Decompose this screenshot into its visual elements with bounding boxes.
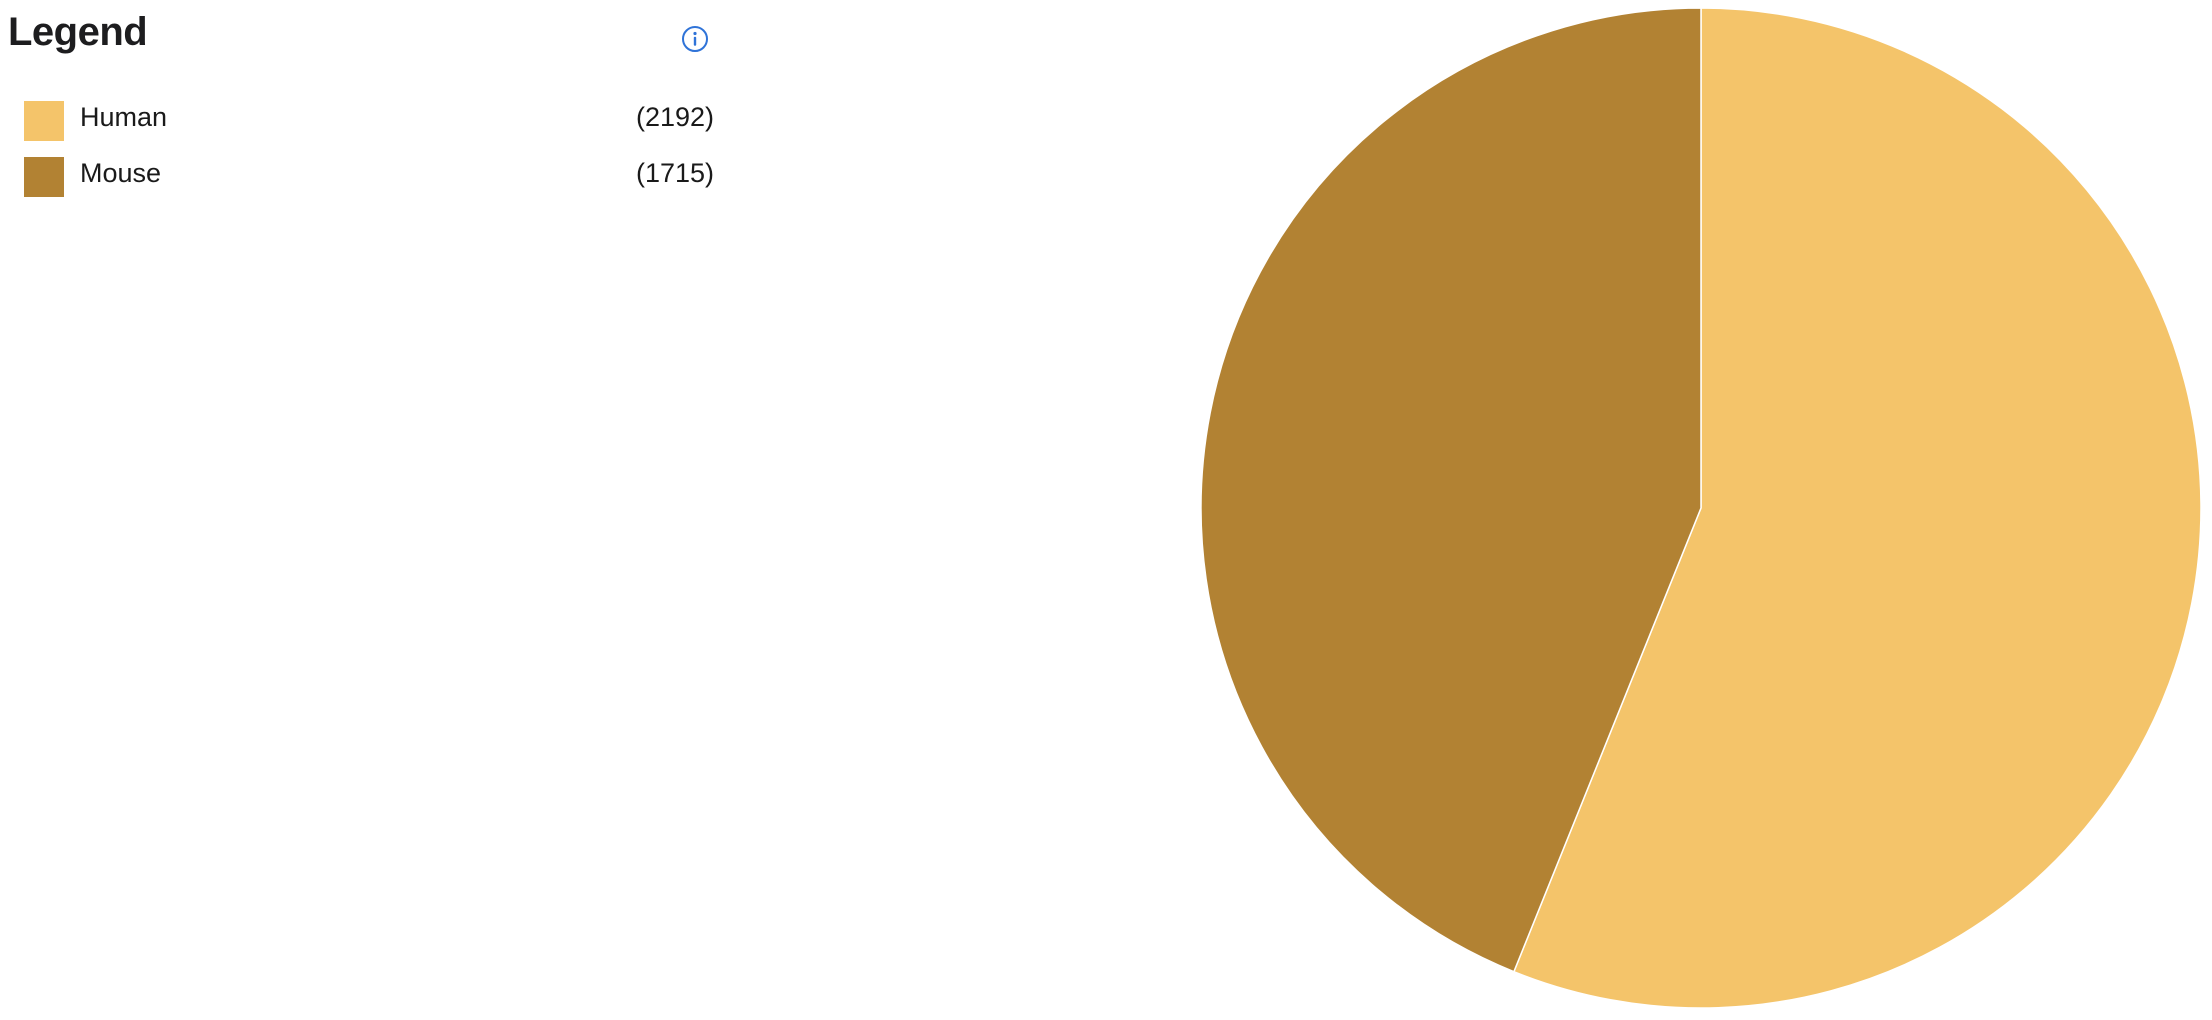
legend-swatch-human xyxy=(24,101,64,141)
legend-item-human[interactable]: Human (2192) xyxy=(8,94,714,150)
pie-chart xyxy=(1190,0,2212,1020)
legend-label-mouse: Mouse xyxy=(80,158,162,188)
pie-slice-mouse[interactable] xyxy=(1200,7,1702,973)
legend-count-mouse: (1715) xyxy=(635,158,714,188)
legend-header: Legend xyxy=(8,6,714,66)
pie-slice-human[interactable] xyxy=(1512,7,2202,1009)
info-circle-icon[interactable] xyxy=(680,24,710,54)
legend-swatch-mouse xyxy=(24,157,64,197)
legend-count-human: (2192) xyxy=(635,102,714,132)
legend-title: Legend xyxy=(8,10,148,54)
legend-item-mouse[interactable]: Mouse (1715) xyxy=(8,150,714,206)
legend-panel: Legend Human (2192) Mouse (1715) xyxy=(8,6,714,197)
legend-label-human: Human xyxy=(80,102,168,132)
legend-list: Human (2192) Mouse (1715) xyxy=(8,94,714,206)
pie-chart-svg xyxy=(1200,7,2202,1009)
